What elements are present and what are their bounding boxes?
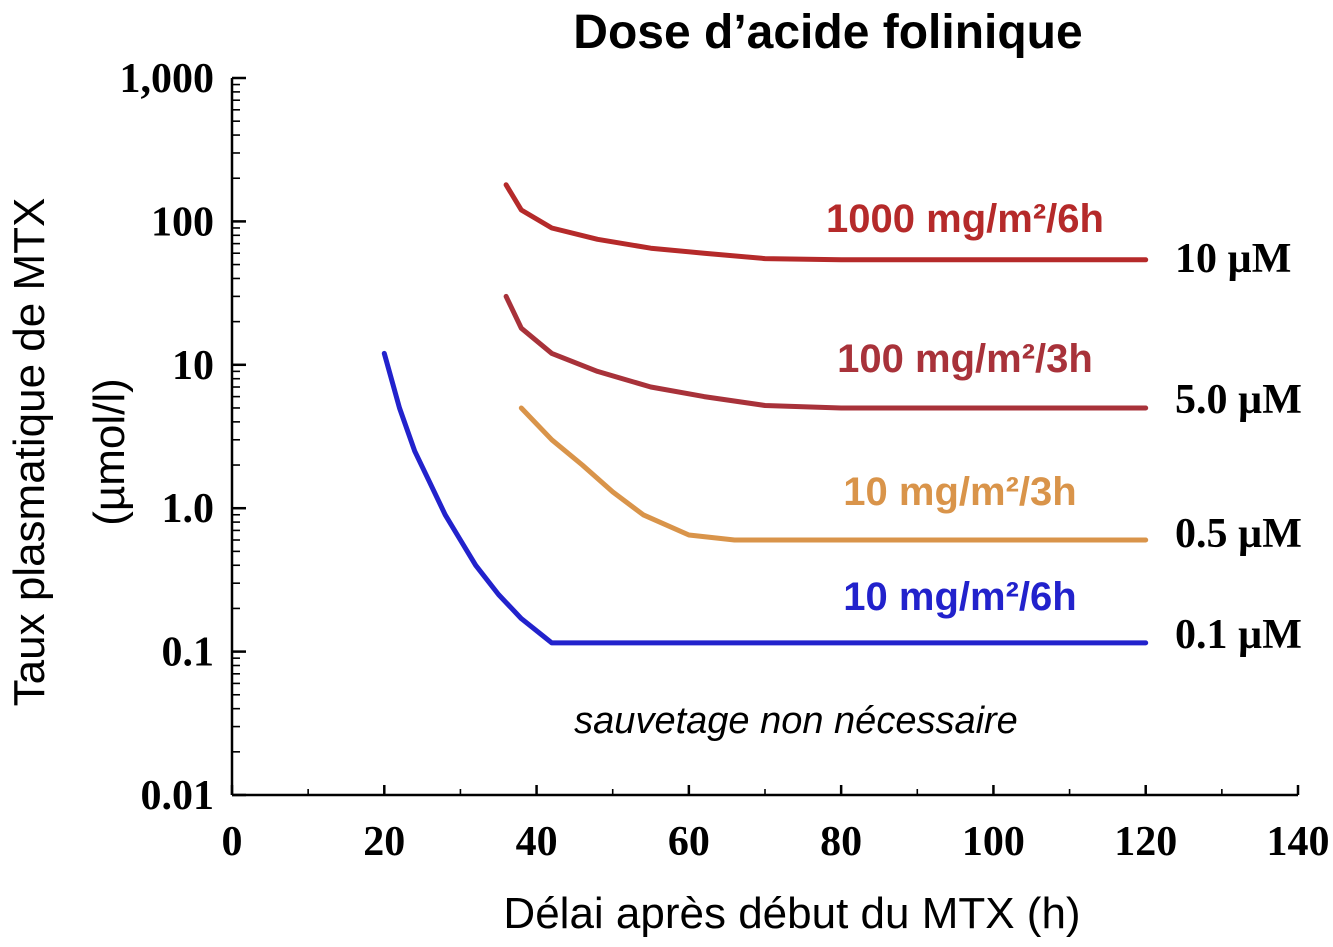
series-end-label-4: 0.1 µM bbox=[1175, 612, 1302, 658]
x-tick-label: 120 bbox=[1114, 819, 1177, 865]
x-tick-label: 20 bbox=[363, 819, 405, 865]
annotation-note: sauvetage non nécessaire bbox=[574, 700, 1018, 742]
x-tick-label: 60 bbox=[668, 819, 710, 865]
series-line-3 bbox=[518, 405, 1149, 543]
series-labels: 1000 mg/m²/6h 10 µM 100 mg/m²/3h 5.0 µM 10 m… bbox=[826, 197, 1302, 658]
y-tick-label: 0.01 bbox=[141, 773, 215, 819]
x-axis-label: Délai après début du MTX (h) bbox=[503, 889, 1080, 938]
y-tick-label: 0.1 bbox=[162, 630, 215, 676]
series-end-label-2: 5.0 µM bbox=[1175, 377, 1302, 423]
series-line-2 bbox=[503, 293, 1149, 411]
y-tick-label: 1.0 bbox=[162, 486, 215, 532]
series-name-label-3: 10 mg/m²/3h bbox=[843, 470, 1076, 514]
x-tick-label: 40 bbox=[516, 819, 558, 865]
chart-title: Dose d’acide folinique bbox=[573, 6, 1082, 59]
x-tick-label: 0 bbox=[222, 819, 243, 865]
series-line-4 bbox=[381, 350, 1149, 646]
y-axis-label-line2: (µmol/l) bbox=[85, 378, 134, 526]
series-name-label-2: 100 mg/m²/3h bbox=[837, 337, 1093, 381]
y-axis-label-line1: Taux plasmatique de MTX bbox=[5, 198, 54, 707]
y-tick-label: 100 bbox=[151, 199, 214, 245]
series-line-1 bbox=[503, 182, 1149, 263]
x-tick-label: 100 bbox=[962, 819, 1025, 865]
y-axis-title: Taux plasmatique de MTX (µmol/l) bbox=[5, 198, 134, 707]
series-end-label-1: 10 µM bbox=[1175, 236, 1291, 282]
series-name-label-1: 1000 mg/m²/6h bbox=[826, 197, 1104, 241]
y-tick-label: 1,000 bbox=[120, 56, 215, 102]
axes: 0.01 0.1 1.0 10 100 1,000 0 20 40 60 80 100 120 140 bbox=[120, 56, 1330, 865]
x-tick-label: 140 bbox=[1267, 819, 1330, 865]
y-tick-label: 10 bbox=[172, 343, 214, 389]
series-lines bbox=[381, 182, 1149, 646]
series-name-label-4: 10 mg/m²/6h bbox=[843, 575, 1076, 619]
series-end-label-3: 0.5 µM bbox=[1175, 511, 1302, 557]
x-tick-label: 80 bbox=[820, 819, 862, 865]
